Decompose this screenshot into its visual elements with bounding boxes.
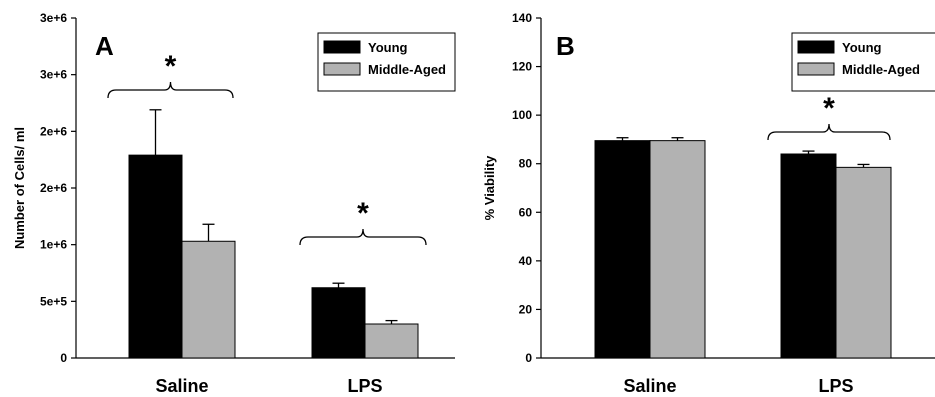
bar-young-lps xyxy=(311,287,366,359)
legend-swatch xyxy=(323,40,361,54)
y-tick-label: 2e+6 xyxy=(40,181,67,195)
y-tick-label: 100 xyxy=(512,108,532,122)
legend: Young Middle-Aged xyxy=(791,32,935,92)
x-category-label: LPS xyxy=(347,376,382,396)
significance-bracket xyxy=(299,228,427,246)
x-category-label: Saline xyxy=(623,376,676,396)
legend-swatch xyxy=(797,62,835,76)
significance-star: * xyxy=(823,92,835,125)
y-tick-label: 3e+6 xyxy=(40,68,67,82)
legend: Young Middle-Aged xyxy=(317,32,456,92)
panel-label: A xyxy=(95,31,114,61)
y-tick-label: 0 xyxy=(525,351,532,365)
bar-middle-aged-saline xyxy=(649,140,706,359)
legend-swatch xyxy=(797,40,835,54)
y-tick-label: 60 xyxy=(519,205,533,219)
y-tick-label: 1e+6 xyxy=(40,238,67,252)
legend-swatch xyxy=(323,62,361,76)
significance-bracket xyxy=(107,81,234,99)
y-axis-title: % Viability xyxy=(482,155,497,221)
bar-middle-aged-lps xyxy=(835,166,892,359)
legend-label: Young xyxy=(368,40,408,55)
bar-young-lps xyxy=(780,153,837,359)
y-tick-label: 20 xyxy=(519,302,533,316)
y-tick-label: 140 xyxy=(512,11,532,25)
bar-young-saline xyxy=(128,154,183,359)
y-tick-label: 3e+6 xyxy=(40,11,67,25)
chart-panel-b: 0 20 40 60 80 100 120 140 % Viability Saline LPS B Y… xyxy=(482,11,935,396)
y-tick-label: 80 xyxy=(519,157,533,171)
y-tick-label: 2e+6 xyxy=(40,124,67,138)
significance-bracket xyxy=(767,123,891,141)
bar-young-saline xyxy=(594,140,651,359)
chart-panel-a: 0 5e+5 1e+6 2e+6 2e+6 3e+6 3e+6 Number of Cells… xyxy=(12,11,456,396)
y-tick-label: 5e+5 xyxy=(40,294,67,308)
bar-middle-aged-lps xyxy=(364,323,419,359)
x-category-label: LPS xyxy=(818,376,853,396)
legend-box xyxy=(317,32,456,92)
significance-star: * xyxy=(357,197,369,230)
y-tick-label: 120 xyxy=(512,60,532,74)
significance-star: * xyxy=(165,50,177,83)
panel-label: B xyxy=(556,31,575,61)
legend-label: Young xyxy=(842,40,882,55)
bar-middle-aged-saline xyxy=(181,240,236,359)
y-axis-title: Number of Cells/ ml xyxy=(12,127,27,249)
y-tick-label: 40 xyxy=(519,254,533,268)
x-category-label: Saline xyxy=(155,376,208,396)
legend-label: Middle-Aged xyxy=(368,62,446,77)
y-tick-label: 0 xyxy=(60,351,67,365)
legend-label: Middle-Aged xyxy=(842,62,920,77)
